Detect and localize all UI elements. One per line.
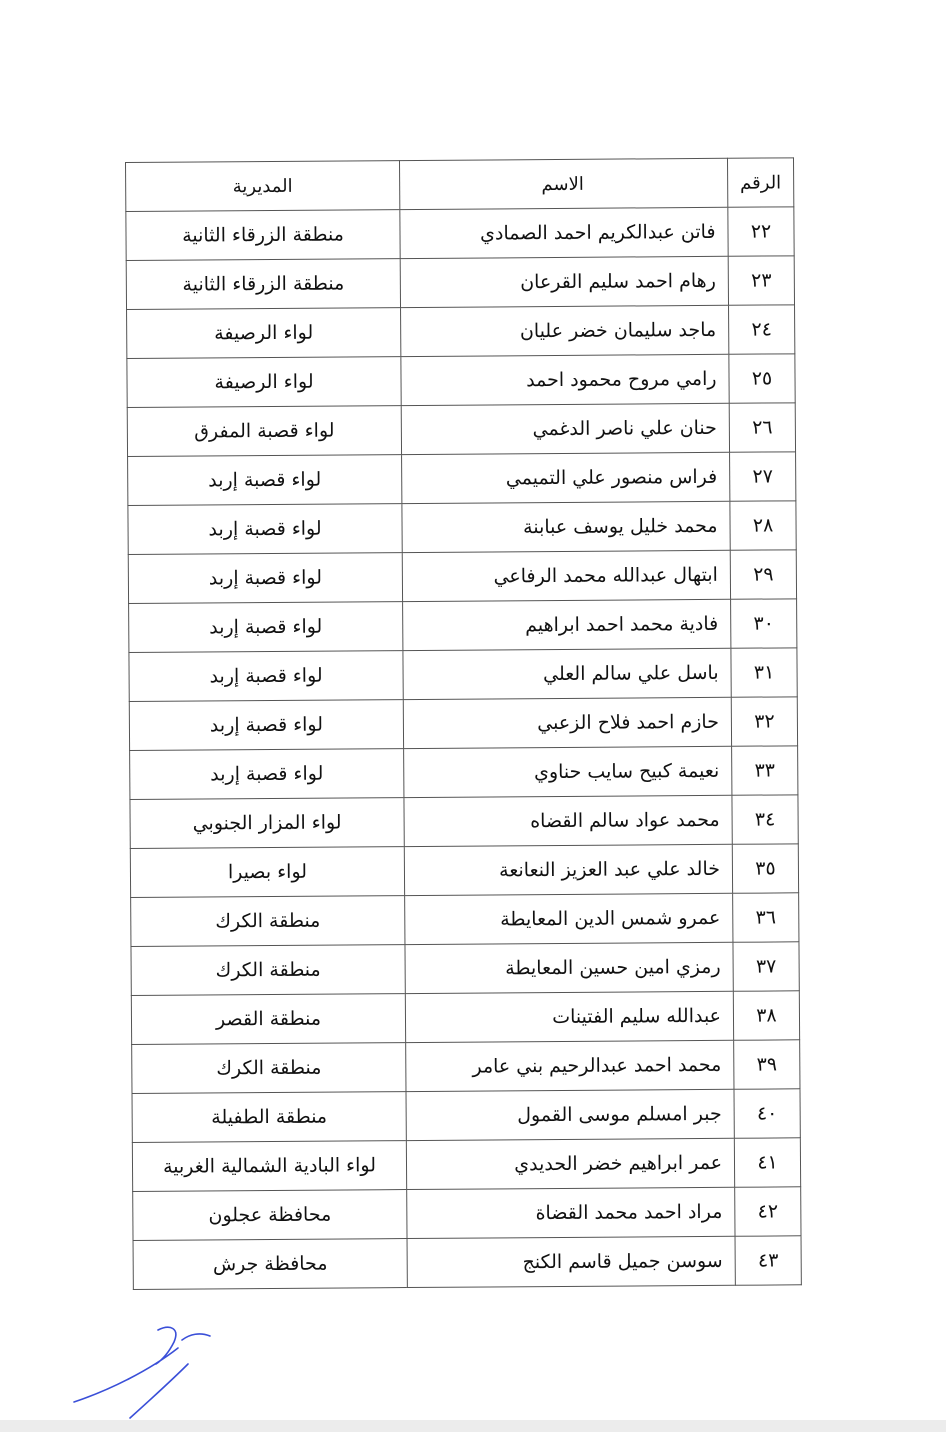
- row-directorate: لواء المزار الجنوبي: [129, 797, 405, 849]
- row-name: سوسن جميل قاسم الكنج: [407, 1236, 736, 1288]
- row-directorate: لواء قصبة إربد: [129, 748, 404, 800]
- row-number: ٣٥: [732, 843, 799, 894]
- row-name: عبدالله سليم الفتينات: [405, 991, 734, 1043]
- row-name: فاتن عبدالكريم احمد الصمادي: [399, 207, 729, 259]
- table-row: ٣٨ عبدالله سليم الفتينات منطقة القصر: [131, 990, 800, 1045]
- row-name: فراس منصور علي التميمي: [401, 452, 730, 504]
- row-name: عمرو شمس الدين المعايطة: [404, 893, 733, 945]
- table-row: ٤٣ سوسن جميل قاسم الكنج محافظة جرش: [133, 1235, 802, 1290]
- names-table: الرقم الاسم المديرية ٢٢ فاتن عبدالكريم اح…: [125, 157, 802, 1290]
- row-number: ٤١: [734, 1137, 801, 1188]
- row-number: ٢٣: [728, 255, 795, 306]
- row-directorate: لواء قصبة إربد: [128, 650, 404, 702]
- row-directorate: لواء الرصيفة: [126, 356, 402, 408]
- row-number: ٣١: [730, 647, 798, 698]
- names-table-container: الرقم الاسم المديرية ٢٢ فاتن عبدالكريم اح…: [125, 157, 802, 1290]
- page-bottom-edge: [0, 1420, 946, 1432]
- table-row: ٢٢ فاتن عبدالكريم احمد الصمادي منطقة الزرق…: [125, 206, 795, 261]
- row-name: محمد عواد سالم القضاه: [403, 795, 733, 847]
- row-directorate: لواء قصبة المفرق: [127, 405, 402, 457]
- row-name: حازم احمد فلاح الزعبي: [403, 697, 732, 749]
- row-name: ابتهال عبدالله محمد الرفاعي: [402, 550, 731, 602]
- row-number: ٣٧: [732, 941, 800, 992]
- row-name: جبر امسلم موسى القمول: [405, 1089, 735, 1141]
- table-body: ٢٢ فاتن عبدالكريم احمد الصمادي منطقة الزرق…: [125, 206, 802, 1290]
- row-directorate: لواء قصبة إربد: [127, 503, 403, 555]
- row-number: ٤٢: [734, 1186, 802, 1237]
- row-number: ٤٣: [735, 1235, 802, 1286]
- row-name: عمر ابراهيم خضر الحديدي: [406, 1138, 735, 1190]
- table-row: ٢٤ ماجد سليمان خضر عليان لواء الرصيفة: [126, 304, 795, 359]
- row-number: ٣٠: [730, 598, 797, 649]
- row-name: باسل علي سالم العلي: [402, 648, 732, 700]
- row-directorate: منطقة الكرك: [130, 895, 405, 947]
- row-directorate: لواء قصبة إربد: [128, 601, 403, 653]
- row-number: ٤٠: [733, 1088, 801, 1139]
- row-number: ٢٨: [729, 500, 797, 551]
- row-name: مراد احمد محمد القضاة: [406, 1187, 736, 1239]
- table-row: ٣٥ خالد علي عبد العزيز النعانعة لواء بصيرا: [130, 843, 799, 898]
- row-directorate: لواء الرصيفة: [126, 307, 401, 359]
- row-number: ٣٩: [733, 1039, 800, 1090]
- row-number: ٣٤: [731, 794, 799, 845]
- table-row: ٣٩ محمد احمد عبدالرحيم بني عامر منطقة الكر…: [131, 1039, 800, 1094]
- row-name: رمزي امين حسين المعايطة: [404, 942, 734, 994]
- row-name: نعيمة كبيح سايب حناوي: [403, 746, 732, 798]
- handwritten-signature: [73, 1326, 211, 1419]
- row-number: ٢٩: [730, 549, 797, 600]
- row-directorate: لواء قصبة إربد: [127, 454, 402, 506]
- header-name: الاسم: [399, 158, 728, 210]
- table-header-row: الرقم الاسم المديرية: [125, 157, 794, 212]
- row-directorate: منطقة الزرقاء الثانية: [126, 258, 401, 310]
- row-directorate: منطقة الطفيلة: [132, 1091, 407, 1143]
- signature-strokes: [73, 1326, 211, 1419]
- row-number: ٣٢: [731, 696, 798, 747]
- row-number: ٢٤: [728, 304, 795, 355]
- row-directorate: لواء البادية الشمالية الغربية: [132, 1140, 407, 1192]
- table-row: ٣٠ فادية محمد احمد ابراهيم لواء قصبة إربد: [128, 598, 797, 653]
- table-row: ٢٣ رهام احمد سليم القرعان منطقة الزرقاء ال…: [126, 255, 795, 310]
- row-number: ٢٦: [729, 402, 796, 453]
- header-number: الرقم: [727, 157, 794, 208]
- row-directorate: محافظة عجلون: [132, 1189, 408, 1241]
- row-name: محمد خليل يوسف عبابنة: [401, 501, 731, 553]
- table-row: ٣٣ نعيمة كبيح سايب حناوي لواء قصبة إربد: [129, 745, 798, 800]
- row-directorate: لواء بصيرا: [130, 846, 405, 898]
- row-directorate: منطقة القصر: [131, 993, 406, 1045]
- row-number: ٣٣: [731, 745, 798, 796]
- table-row: ٣٢ حازم احمد فلاح الزعبي لواء قصبة إربد: [129, 696, 798, 751]
- row-name: رهام احمد سليم القرعان: [400, 256, 729, 308]
- table-row: ٤١ عمر ابراهيم خضر الحديدي لواء البادية ال…: [132, 1137, 801, 1192]
- header-directorate: المديرية: [125, 160, 400, 212]
- table-row: ٣١ باسل علي سالم العلي لواء قصبة إربد: [128, 647, 798, 702]
- table-row: ٣٧ رمزي امين حسين المعايطة منطقة الكرك: [130, 941, 800, 996]
- table-row: ٤٢ مراد احمد محمد القضاة محافظة عجلون: [132, 1186, 802, 1241]
- row-number: ٢٢: [727, 206, 795, 257]
- table-row: ٢٥ رامي مروح محمود احمد لواء الرصيفة: [126, 353, 796, 408]
- row-directorate: لواء قصبة إربد: [129, 699, 404, 751]
- row-directorate: منطقة الكرك: [130, 944, 406, 996]
- table-row: ٢٧ فراس منصور علي التميمي لواء قصبة إربد: [127, 451, 796, 506]
- row-name: ماجد سليمان خضر عليان: [400, 305, 729, 357]
- table-row: ٢٨ محمد خليل يوسف عبابنة لواء قصبة إربد: [127, 500, 797, 555]
- table-row: ٤٠ جبر امسلم موسى القمول منطقة الطفيلة: [132, 1088, 801, 1143]
- row-number: ٢٥: [728, 353, 796, 404]
- row-name: محمد احمد عبدالرحيم بني عامر: [405, 1040, 734, 1092]
- row-name: فادية محمد احمد ابراهيم: [402, 599, 731, 651]
- row-name: رامي مروح محمود احمد: [400, 354, 730, 406]
- row-directorate: منطقة الزرقاء الثانية: [125, 209, 401, 261]
- row-name: حنان علي ناصر الدغمي: [401, 403, 730, 455]
- table-row: ٢٦ حنان علي ناصر الدغمي لواء قصبة المفرق: [127, 402, 796, 457]
- row-directorate: لواء قصبة إربد: [128, 552, 403, 604]
- table-row: ٢٩ ابتهال عبدالله محمد الرفاعي لواء قصبة إ…: [128, 549, 797, 604]
- row-number: ٢٧: [729, 451, 796, 502]
- row-directorate: منطقة الكرك: [131, 1042, 406, 1094]
- table-row: ٣٦ عمرو شمس الدين المعايطة منطقة الكرك: [130, 892, 799, 947]
- row-directorate: محافظة جرش: [133, 1238, 408, 1290]
- table-row: ٣٤ محمد عواد سالم القضاه لواء المزار الجنو…: [129, 794, 799, 849]
- row-number: ٣٨: [733, 990, 800, 1041]
- row-number: ٣٦: [732, 892, 799, 943]
- row-name: خالد علي عبد العزيز النعانعة: [404, 844, 733, 896]
